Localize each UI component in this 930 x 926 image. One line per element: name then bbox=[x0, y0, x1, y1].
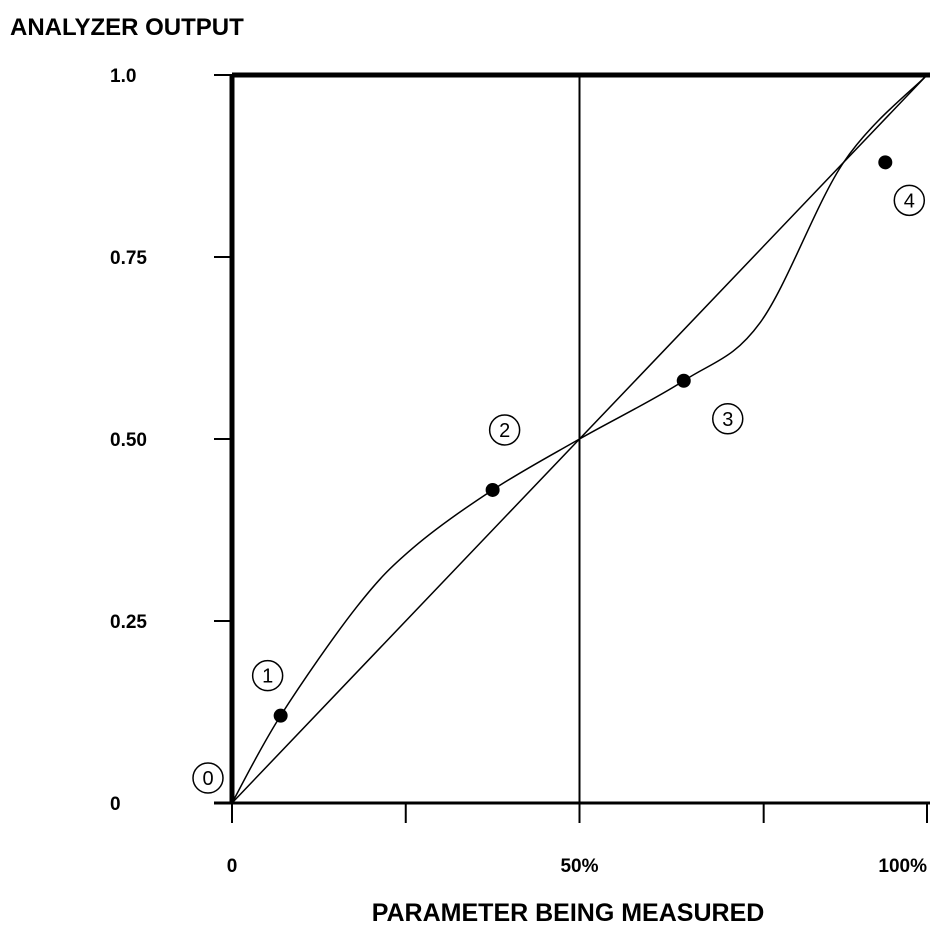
point-marker-circle-1 bbox=[251, 659, 284, 692]
data-point-3 bbox=[676, 373, 691, 388]
point-marker-label-0: 0 bbox=[202, 768, 213, 790]
point-marker-label-3: 3 bbox=[722, 409, 733, 431]
analyzer-response-curve bbox=[231, 74, 928, 804]
y-tick-label: 1.0 bbox=[110, 66, 136, 87]
data-point-1 bbox=[273, 708, 288, 723]
point-marker-circle-2 bbox=[488, 414, 521, 446]
point-marker-circle-4 bbox=[893, 184, 926, 217]
x-tick-label: 50% bbox=[560, 856, 598, 877]
data-point-4 bbox=[878, 155, 893, 170]
y-tick-label: 0 bbox=[110, 794, 121, 815]
x-tick-label: 100% bbox=[878, 856, 927, 877]
point-marker-label-4: 4 bbox=[904, 190, 915, 212]
chart-title: ANALYZER OUTPUT bbox=[10, 14, 244, 41]
y-tick-label: 0.75 bbox=[110, 248, 147, 269]
data-point-2 bbox=[485, 482, 500, 497]
x-tick-label: 0 bbox=[227, 856, 238, 877]
y-tick-label: 0.25 bbox=[110, 612, 147, 633]
point-marker-label-1: 1 bbox=[262, 666, 273, 688]
y-tick-label: 0.50 bbox=[110, 430, 147, 451]
point-marker-label-2: 2 bbox=[499, 420, 510, 442]
point-marker-circle-3 bbox=[712, 403, 744, 435]
point-marker-circle-0 bbox=[192, 762, 224, 794]
x-axis-label: PARAMETER BEING MEASURED bbox=[372, 899, 765, 926]
